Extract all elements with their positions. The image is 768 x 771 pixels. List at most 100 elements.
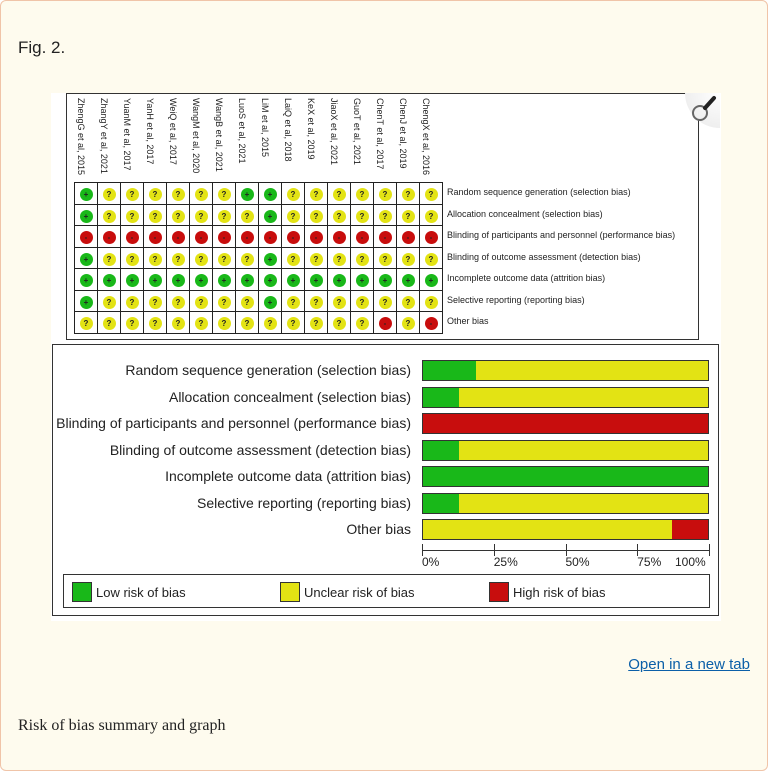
legend-label-high: High risk of bias xyxy=(513,584,606,600)
study-label: WangB et al, 2021 xyxy=(214,98,224,172)
judgment-low-icon: + xyxy=(401,274,415,288)
x-tick xyxy=(709,544,710,556)
summary-cell: - xyxy=(327,225,351,248)
summary-cell: ? xyxy=(97,203,121,226)
judgment-high-icon: - xyxy=(171,231,185,245)
judgment-low-icon: + xyxy=(79,252,93,266)
judgment-unclear-icon: ? xyxy=(240,209,254,223)
judgment-high-icon: - xyxy=(263,231,277,245)
judgment-unclear-icon: ? xyxy=(332,188,346,202)
summary-cell: + xyxy=(304,268,328,291)
summary-cell: + xyxy=(97,268,121,291)
summary-cell: ? xyxy=(258,311,282,334)
bar-segment-unclear xyxy=(458,387,708,407)
judgment-unclear-icon: ? xyxy=(102,209,116,223)
study-label: LuoS et al, 2021 xyxy=(237,98,247,164)
judgment-unclear-icon: ? xyxy=(355,317,369,331)
summary-cell: ? xyxy=(327,289,351,312)
judgment-unclear-icon: ? xyxy=(424,209,438,223)
judgment-unclear-icon: ? xyxy=(286,209,300,223)
summary-cell: ? xyxy=(166,246,190,269)
judgment-unclear-icon: ? xyxy=(148,317,162,331)
judgment-unclear-icon: ? xyxy=(194,209,208,223)
judgment-unclear-icon: ? xyxy=(355,252,369,266)
judgment-unclear-icon: ? xyxy=(424,252,438,266)
judgment-unclear-icon: ? xyxy=(355,295,369,309)
judgment-unclear-icon: ? xyxy=(194,317,208,331)
judgment-low-icon: + xyxy=(263,295,277,309)
summary-cell: + xyxy=(235,182,259,205)
judgment-unclear-icon: ? xyxy=(194,295,208,309)
judgment-unclear-icon: ? xyxy=(332,295,346,309)
judgment-high-icon: - xyxy=(378,231,392,245)
judgment-unclear-icon: ? xyxy=(102,252,116,266)
summary-cell: ? xyxy=(281,289,305,312)
x-tick-label: 50% xyxy=(565,555,590,569)
judgment-unclear-icon: ? xyxy=(401,295,415,309)
bar-label: Selective reporting (reporting bias) xyxy=(197,494,411,511)
summary-cell: ? xyxy=(235,289,259,312)
summary-cell: + xyxy=(281,268,305,291)
judgment-unclear-icon: ? xyxy=(102,295,116,309)
summary-cell: ? xyxy=(120,289,144,312)
summary-cell: + xyxy=(235,268,259,291)
summary-cell: - xyxy=(350,225,374,248)
summary-cell: + xyxy=(419,268,443,291)
judgment-unclear-icon: ? xyxy=(240,295,254,309)
summary-cell: + xyxy=(74,182,98,205)
legend: Low risk of bias Unclear risk of bias Hi… xyxy=(63,574,710,608)
summary-cell: + xyxy=(327,268,351,291)
judgment-unclear-icon: ? xyxy=(217,295,231,309)
summary-cell: ? xyxy=(350,182,374,205)
summary-cell: ? xyxy=(350,289,374,312)
judgment-unclear-icon: ? xyxy=(171,252,185,266)
figure-caption: Risk of bias summary and graph xyxy=(18,717,226,734)
domain-label: Random sequence generation (selection bi… xyxy=(447,187,631,197)
figure-label: Fig. 2. xyxy=(18,38,66,57)
judgment-low-icon: + xyxy=(240,274,254,288)
judgment-low-icon: + xyxy=(217,274,231,288)
judgment-unclear-icon: ? xyxy=(286,188,300,202)
summary-cell: + xyxy=(350,268,374,291)
summary-cell: ? xyxy=(74,311,98,334)
summary-cell: ? xyxy=(143,311,167,334)
judgment-unclear-icon: ? xyxy=(171,188,185,202)
judgment-unclear-icon: ? xyxy=(102,317,116,331)
summary-cell: - xyxy=(258,225,282,248)
summary-cell: + xyxy=(396,268,420,291)
bar-segment-low xyxy=(423,440,459,460)
judgment-low-icon: + xyxy=(332,274,346,288)
magnifier-icon[interactable] xyxy=(685,93,720,128)
summary-cell: ? xyxy=(419,203,443,226)
summary-cell: ? xyxy=(235,203,259,226)
risk-of-bias-summary: ZhengG et al, 2015 ZhangY et al, 2021 Yuan… xyxy=(66,93,699,340)
x-tick xyxy=(637,544,639,556)
summary-cell: ? xyxy=(166,289,190,312)
open-in-new-tab-link[interactable]: Open in a new tab xyxy=(628,656,750,673)
bar-label: Blinding of participants and personnel (… xyxy=(56,415,411,431)
judgment-unclear-icon: ? xyxy=(378,252,392,266)
judgment-unclear-icon: ? xyxy=(125,209,139,223)
summary-cell: ? xyxy=(212,182,236,205)
judgment-unclear-icon: ? xyxy=(240,252,254,266)
summary-cell: ? xyxy=(327,311,351,334)
judgment-unclear-icon: ? xyxy=(125,188,139,202)
study-label: ChenJ et al, 2019 xyxy=(398,98,408,169)
summary-cell: ? xyxy=(120,311,144,334)
study-label: YanH et al, 2017 xyxy=(145,98,155,165)
summary-cell: - xyxy=(373,311,397,334)
judgment-low-icon: + xyxy=(263,188,277,202)
summary-cell: ? xyxy=(419,289,443,312)
summary-cell: - xyxy=(166,225,190,248)
domain-label: Blinding of participants and personnel (… xyxy=(447,230,676,240)
summary-cell: + xyxy=(74,289,98,312)
judgment-unclear-icon: ? xyxy=(148,295,162,309)
summary-cell: - xyxy=(396,225,420,248)
summary-cell: - xyxy=(373,225,397,248)
legend-swatch-unclear xyxy=(280,582,300,602)
judgment-unclear-icon: ? xyxy=(332,317,346,331)
judgment-unclear-icon: ? xyxy=(401,317,415,331)
judgment-unclear-icon: ? xyxy=(424,188,438,202)
summary-cell: ? xyxy=(212,289,236,312)
judgment-low-icon: + xyxy=(194,274,208,288)
